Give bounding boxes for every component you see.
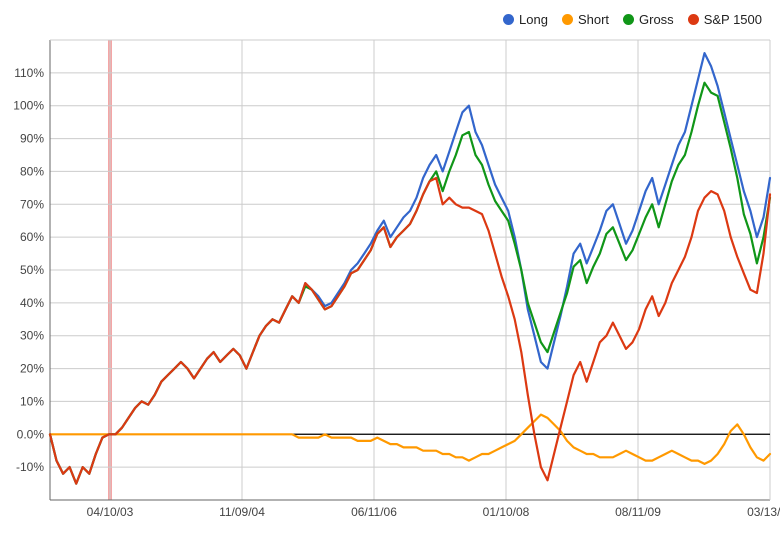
legend-dot [562, 14, 573, 25]
xtick-label: 11/09/04 [219, 505, 265, 519]
ytick-label: 110% [14, 66, 44, 80]
xtick-label: 04/10/03 [87, 505, 134, 519]
ytick-label: 50% [20, 263, 44, 277]
legend-item: Long [503, 12, 548, 27]
legend-label: Long [519, 12, 548, 27]
xtick-label: 03/13/11 [747, 505, 780, 519]
legend-dot [503, 14, 514, 25]
ytick-label: 90% [20, 132, 44, 146]
legend-item: Gross [623, 12, 674, 27]
ytick-label: 80% [20, 164, 44, 178]
legend-dot [623, 14, 634, 25]
xtick-label: 08/11/09 [615, 505, 661, 519]
ytick-label: 20% [20, 362, 44, 376]
legend-item: Short [562, 12, 609, 27]
ytick-label: 70% [20, 197, 44, 211]
ytick-label: 60% [20, 230, 44, 244]
xtick-label: 06/11/06 [351, 505, 397, 519]
ytick-label: 30% [20, 329, 44, 343]
ytick-label: -10% [16, 460, 44, 474]
ytick-label: 0.0% [17, 427, 45, 441]
legend-label: S&P 1500 [704, 12, 762, 27]
xtick-label: 01/10/08 [483, 505, 530, 519]
ytick-label: 10% [20, 394, 44, 408]
ytick-label: 100% [13, 99, 44, 113]
legend-label: Gross [639, 12, 674, 27]
ytick-label: 40% [20, 296, 44, 310]
legend-item: S&P 1500 [688, 12, 762, 27]
legend-dot [688, 14, 699, 25]
legend-label: Short [578, 12, 609, 27]
legend: Long Short Gross S&P 1500 [503, 12, 762, 27]
line-chart: -10% 0.0% 10% 20% 30% 40% 50% 60% 70% 80% 90% 100% 1… [0, 0, 780, 540]
